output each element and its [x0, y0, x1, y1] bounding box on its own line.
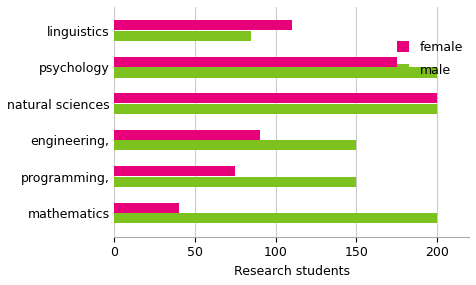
Bar: [114, 31, 251, 41]
Bar: [114, 213, 437, 223]
Bar: [114, 67, 437, 78]
X-axis label: Research students: Research students: [234, 265, 350, 278]
Bar: [114, 130, 259, 140]
Bar: [114, 203, 179, 213]
Bar: [114, 57, 397, 67]
Bar: [114, 177, 356, 187]
Legend: female, male: female, male: [397, 41, 463, 77]
Bar: [114, 104, 437, 114]
Bar: [114, 93, 437, 103]
Bar: [114, 20, 292, 30]
Bar: [114, 140, 356, 150]
Bar: [114, 166, 235, 176]
